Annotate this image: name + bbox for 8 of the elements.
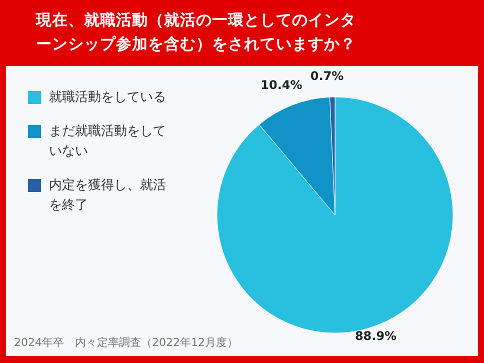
- data-label: 0.7%: [310, 69, 344, 84]
- legend-label: 就職活動をしている: [49, 89, 167, 107]
- chart-title: 現在、就職活動（就活の一環としてのインターンシップ参加を含む）をされていますか？: [36, 10, 357, 55]
- data-label: 10.4%: [260, 78, 302, 92]
- text: 2024年卒 内々定率調査（2022年12月度）: [14, 335, 238, 350]
- legend-label: 内定を獲得し、就活を終了: [49, 177, 167, 215]
- data-label: 88.9%: [354, 328, 397, 343]
- legend-label: まだ就職活動をしていない: [49, 123, 167, 161]
